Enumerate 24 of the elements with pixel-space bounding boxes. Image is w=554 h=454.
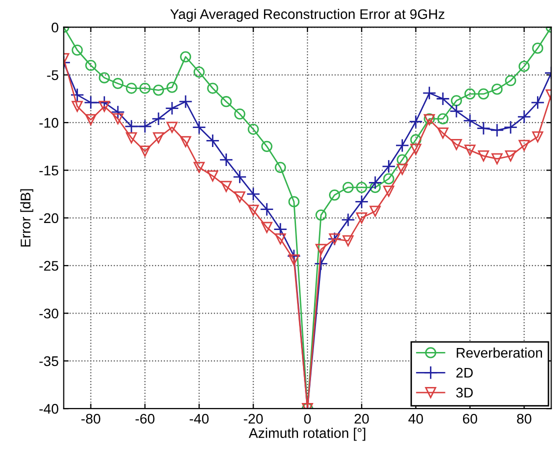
y-tick-label: -5: [47, 70, 58, 80]
x-tick-label: -60: [136, 414, 154, 424]
y-axis-title: Error [dB]: [20, 189, 34, 246]
x-tick-label: -20: [244, 414, 263, 424]
x-tick-label: 0: [304, 414, 311, 424]
x-tick-label: -80: [81, 414, 100, 424]
y-tick-label: -30: [39, 308, 58, 318]
legend-label: Reverberation: [456, 348, 542, 358]
chart-title: Yagi Averaged Reconstruction Error at 9GHz: [170, 8, 444, 22]
x-tick-label: 40: [408, 414, 423, 424]
y-tick-label: -10: [39, 118, 58, 128]
legend-label: 3D: [456, 388, 473, 398]
y-tick-label: -40: [39, 404, 58, 414]
x-tick-label: -40: [190, 414, 209, 424]
legend-label: 2D: [456, 368, 473, 378]
x-tick-label: 60: [462, 414, 478, 424]
y-tick-label: -20: [39, 213, 58, 224]
y-tick-label: -35: [39, 356, 58, 366]
y-tick-label: -25: [39, 260, 58, 271]
y-tick-label: 0: [52, 22, 58, 32]
y-tick-label: -15: [39, 166, 58, 176]
x-tick-label: 80: [517, 414, 532, 424]
x-tick-label: 20: [354, 414, 369, 424]
x-axis-title: Azimuth rotation [°]: [248, 428, 366, 441]
